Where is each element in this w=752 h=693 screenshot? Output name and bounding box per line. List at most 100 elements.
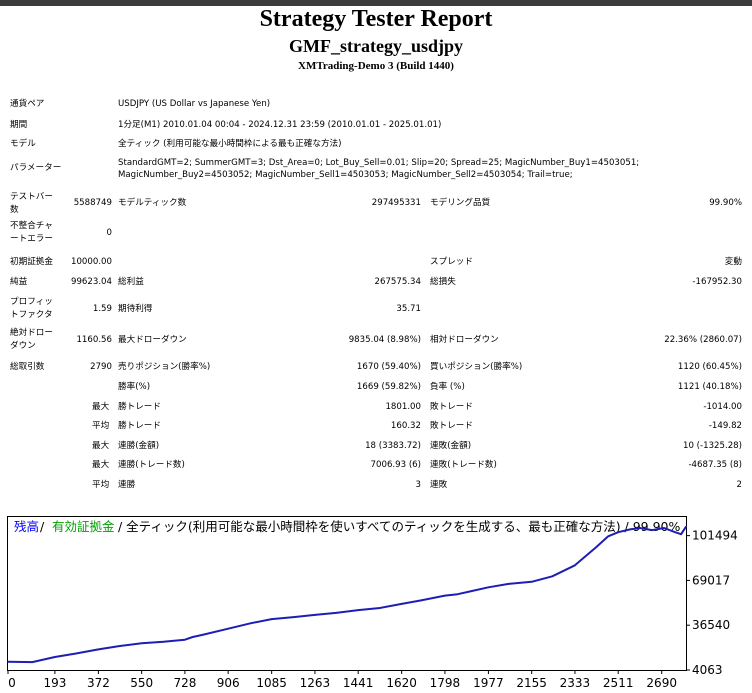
cons-win-cnt-label: 連勝(トレード数) bbox=[118, 460, 185, 470]
data-point bbox=[444, 594, 446, 597]
row-period: 期間 1分足(M1) 2010.01.04 00:04 - 2024.12.31… bbox=[10, 118, 744, 137]
x-tick-label: 1441 bbox=[343, 676, 374, 689]
window-top-bar bbox=[0, 0, 752, 6]
row-avg-trade: 平均 勝トレード 160.32 敗トレード -149.82 bbox=[10, 419, 744, 439]
mismatch-value: 0 bbox=[106, 228, 112, 238]
x-tick-label: 0 bbox=[8, 676, 16, 689]
row-win: 勝率(%) 1669 (59.82%) 負率 (%) 1121 (40.18%) bbox=[10, 380, 744, 400]
expected-label: 期待利得 bbox=[118, 304, 153, 314]
x-tick-label: 193 bbox=[43, 676, 66, 689]
bars-label-1: テストバー bbox=[10, 192, 53, 202]
x-tick-label: 2155 bbox=[516, 676, 547, 689]
data-point bbox=[468, 590, 471, 593]
long-label: 買いポジション(勝率%) bbox=[430, 362, 523, 372]
quality-label: モデリング品質 bbox=[430, 198, 491, 208]
x-tick-label: 1977 bbox=[473, 676, 504, 689]
data-point bbox=[184, 638, 186, 641]
data-point bbox=[456, 593, 459, 596]
data-point bbox=[31, 661, 34, 663]
row-max-trade: 最大 勝トレード 1801.00 敗トレード -1014.00 bbox=[10, 400, 744, 419]
pf-value: 1.59 bbox=[92, 304, 112, 314]
data-point bbox=[379, 607, 381, 609]
data-point bbox=[674, 531, 676, 533]
row-dd: 絶対ドロー ダウン 1160.56 最大ドローダウン 9835.04 (8.98… bbox=[10, 326, 744, 359]
symbol-label: 通貨ペア bbox=[10, 99, 45, 109]
data-point bbox=[507, 583, 510, 585]
period-value: 1分足(M1) 2010.01.04 00:04 - 2024.12.31 23… bbox=[118, 120, 442, 130]
data-point bbox=[685, 525, 687, 528]
y-tick-label: 101494 bbox=[692, 529, 738, 543]
x-tick-label: 1620 bbox=[386, 676, 417, 689]
legend-equity: 有効証拠金 bbox=[52, 519, 115, 534]
report-table: 通貨ペア USDJPY (US Dollar vs Japanese Yen) … bbox=[10, 97, 744, 497]
bars-label-2: 数 bbox=[10, 205, 19, 215]
gross-profit-label: 総利益 bbox=[118, 277, 144, 287]
data-point bbox=[54, 656, 56, 658]
legend-balance: 残高 bbox=[14, 519, 39, 534]
row-params: パラメーター StandardGMT=2; SummerGMT=3; Dst_A… bbox=[10, 154, 744, 190]
quality-value: 99.90% bbox=[709, 198, 742, 208]
avg-win-label: 勝トレード bbox=[118, 421, 161, 431]
data-point bbox=[314, 614, 316, 616]
mismatch-label-1: 不整合チャ bbox=[10, 221, 53, 231]
x-tick-label: 1263 bbox=[300, 676, 331, 689]
gross-loss-value: -167952.30 bbox=[692, 277, 742, 287]
abs-dd-value: 1160.56 bbox=[76, 335, 112, 345]
cons-loss-cnt-value: -4687.35 (8) bbox=[688, 460, 742, 470]
data-point bbox=[607, 535, 610, 538]
spread-label: スプレッド bbox=[430, 257, 473, 267]
row-mismatch: 不整合チャ ートエラー 0 bbox=[10, 219, 744, 251]
y-axis: 4063 36540 69017 101494 bbox=[686, 529, 738, 677]
data-point bbox=[227, 627, 229, 630]
ticks-label: モデルティック数 bbox=[118, 198, 187, 208]
row-cons-count: 最大 連勝(トレード数) 7006.93 (6) 連敗(トレード数) -4687… bbox=[10, 458, 744, 478]
params-label: パラメーター bbox=[10, 163, 62, 173]
net-label: 純益 bbox=[10, 277, 28, 287]
params-line-1: StandardGMT=2; SummerGMT=3; Dst_Area=0; … bbox=[118, 158, 640, 168]
data-point bbox=[420, 599, 422, 602]
series-group bbox=[7, 525, 687, 664]
data-point bbox=[201, 634, 204, 636]
strategy-name: GMF_strategy_usdjpy bbox=[289, 36, 463, 56]
x-tick-label: 372 bbox=[87, 676, 110, 689]
x-tick-label: 550 bbox=[130, 676, 153, 689]
cons-loss-amt-value: 10 (-1325.28) bbox=[682, 441, 742, 451]
max-win-label: 勝トレード bbox=[118, 402, 161, 412]
x-tick-label: 906 bbox=[217, 676, 240, 689]
y-tick-label: 4063 bbox=[692, 663, 723, 677]
short-value: 1670 (59.40%) bbox=[356, 362, 421, 372]
data-point bbox=[7, 661, 9, 663]
data-point bbox=[617, 531, 619, 533]
data-point bbox=[639, 527, 641, 529]
mismatch-label-2: ートエラー bbox=[10, 234, 53, 244]
expected-value: 35.71 bbox=[396, 304, 421, 314]
avg-cons-loss-label: 連敗 bbox=[430, 480, 448, 490]
row-trades: 総取引数 2790 売りポジション(勝率%) 1670 (59.40%) 買いポ… bbox=[10, 360, 744, 380]
params-line-2: MagicNumber_Buy2=4503052; MagicNumber_Se… bbox=[118, 170, 573, 180]
data-point bbox=[250, 622, 252, 624]
ticks-value: 297495331 bbox=[371, 198, 421, 208]
short-label: 売りポジション(勝率%) bbox=[118, 362, 211, 372]
legend-sep: / bbox=[40, 519, 45, 534]
avg-loss-label: 敗トレード bbox=[430, 421, 473, 431]
data-point bbox=[651, 529, 653, 531]
win-value: 1669 (59.82%) bbox=[356, 382, 421, 392]
row-cons-amount: 最大 連勝(金額) 18 (3383.72) 連敗(金額) 10 (-1325.… bbox=[10, 439, 744, 458]
row-deposit: 初期証拠金 10000.00 スプレッド 変動 bbox=[10, 255, 744, 275]
avg-word: 平均 bbox=[92, 421, 110, 431]
abs-dd-label-1: 絶対ドロー bbox=[10, 328, 53, 338]
server-info: XMTrading-Demo 3 (Build 1440) bbox=[298, 60, 454, 72]
data-point bbox=[400, 603, 403, 605]
data-point bbox=[293, 616, 296, 618]
cons-win-cnt-value: 7006.93 (6) bbox=[370, 460, 421, 470]
pf-label-1: プロフィッ bbox=[10, 297, 53, 307]
max-loss-value: -1014.00 bbox=[703, 402, 742, 412]
row-net: 純益 99623.04 総利益 267575.34 総損失 -167952.30 bbox=[10, 275, 744, 295]
abs-dd-label-2: ダウン bbox=[10, 341, 36, 351]
avg-loss-value: -149.82 bbox=[708, 421, 742, 431]
max-dd-value: 9835.04 (8.98%) bbox=[348, 335, 421, 345]
pf-label-2: トファクタ bbox=[10, 310, 53, 320]
y-tick-label: 36540 bbox=[692, 618, 730, 632]
cons-win-amt-label: 連勝(金額) bbox=[118, 441, 160, 451]
rel-dd-value: 22.36% (2860.07) bbox=[664, 335, 742, 345]
